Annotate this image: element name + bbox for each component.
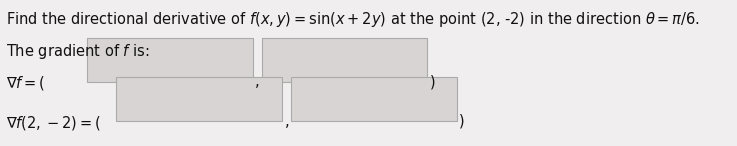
FancyBboxPatch shape bbox=[291, 77, 457, 121]
Text: Find the directional derivative of $f(x, y) = \sin(x + 2y)$ at the point (2, -2): Find the directional derivative of $f(x,… bbox=[6, 10, 700, 29]
Text: ): ) bbox=[459, 114, 465, 129]
FancyBboxPatch shape bbox=[262, 38, 427, 82]
Text: $\nabla f(2, -2) = ($: $\nabla f(2, -2) = ($ bbox=[6, 114, 101, 132]
Text: ,: , bbox=[284, 114, 289, 129]
FancyBboxPatch shape bbox=[87, 38, 253, 82]
Text: ,: , bbox=[255, 74, 259, 89]
Text: The gradient of $f$ is:: The gradient of $f$ is: bbox=[6, 42, 150, 61]
Text: $\nabla f = ($: $\nabla f = ($ bbox=[6, 74, 46, 92]
FancyBboxPatch shape bbox=[116, 77, 282, 121]
Text: ): ) bbox=[430, 74, 436, 89]
